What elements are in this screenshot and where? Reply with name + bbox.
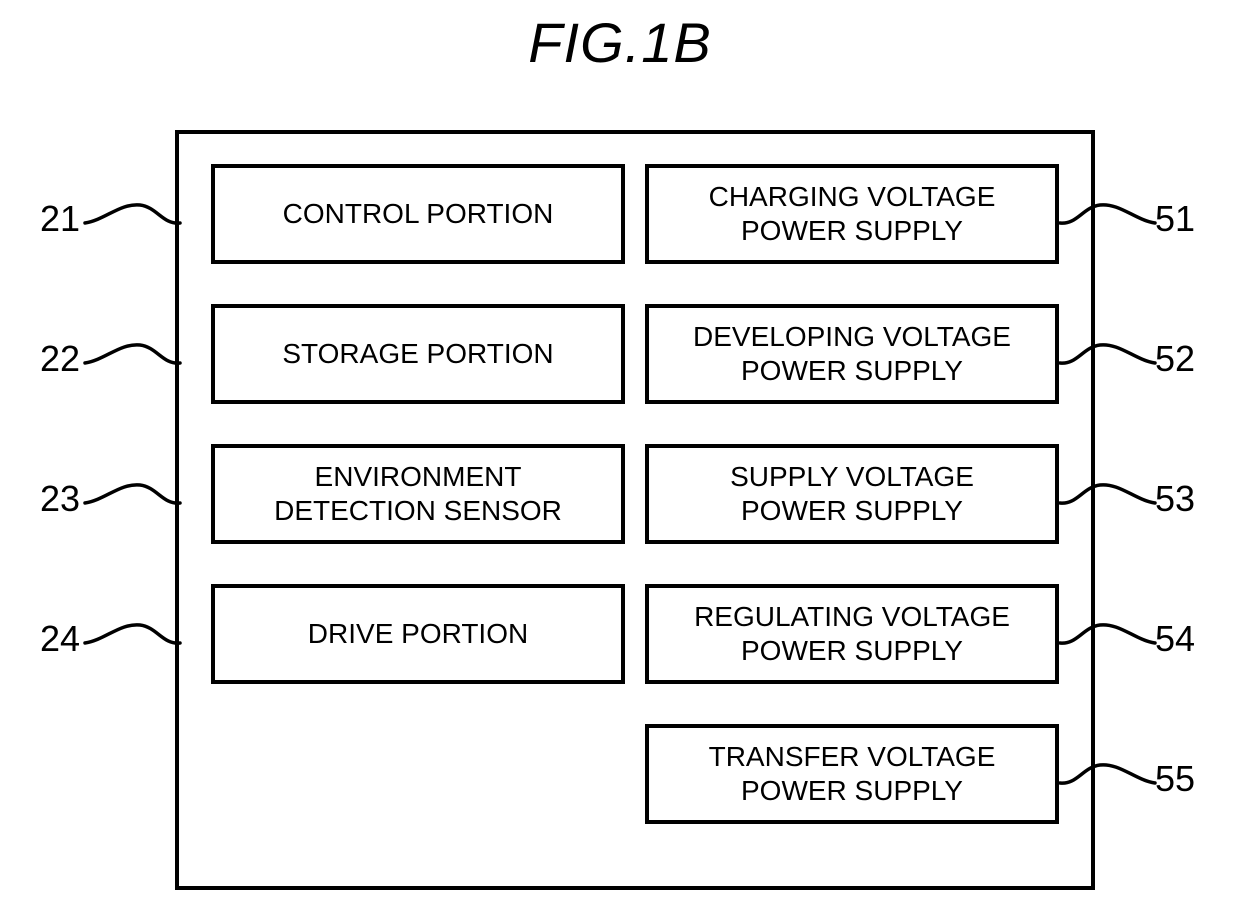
block-environment-sensor: ENVIRONMENTDETECTION SENSOR — [211, 444, 625, 544]
left-column: CONTROL PORTION STORAGE PORTION ENVIRONM… — [211, 164, 625, 856]
block-regulating-voltage: REGULATING VOLTAGEPOWER SUPPLY — [645, 584, 1059, 684]
block-transfer-voltage: TRANSFER VOLTAGEPOWER SUPPLY — [645, 724, 1059, 824]
connector-24 — [85, 625, 180, 649]
connector-53 — [1060, 485, 1155, 509]
figure-title: FIG.1B — [528, 10, 711, 75]
connector-52 — [1060, 345, 1155, 369]
columns-wrapper: CONTROL PORTION STORAGE PORTION ENVIRONM… — [179, 134, 1091, 886]
ref-label-53: 53 — [1155, 478, 1195, 520]
connector-54 — [1060, 625, 1155, 649]
ref-label-51: 51 — [1155, 198, 1195, 240]
connector-55 — [1060, 765, 1155, 789]
connector-51 — [1060, 205, 1155, 229]
outer-box: CONTROL PORTION STORAGE PORTION ENVIRONM… — [175, 130, 1095, 890]
block-storage-portion: STORAGE PORTION — [211, 304, 625, 404]
ref-label-24: 24 — [40, 618, 80, 660]
right-column: CHARGING VOLTAGEPOWER SUPPLY DEVELOPING … — [645, 164, 1059, 856]
block-supply-voltage: SUPPLY VOLTAGEPOWER SUPPLY — [645, 444, 1059, 544]
block-drive-portion: DRIVE PORTION — [211, 584, 625, 684]
ref-label-22: 22 — [40, 338, 80, 380]
ref-label-55: 55 — [1155, 758, 1195, 800]
ref-label-23: 23 — [40, 478, 80, 520]
connector-22 — [85, 345, 180, 369]
connector-21 — [85, 205, 180, 229]
ref-label-54: 54 — [1155, 618, 1195, 660]
connector-23 — [85, 485, 180, 509]
block-developing-voltage: DEVELOPING VOLTAGEPOWER SUPPLY — [645, 304, 1059, 404]
block-charging-voltage: CHARGING VOLTAGEPOWER SUPPLY — [645, 164, 1059, 264]
ref-label-21: 21 — [40, 198, 80, 240]
ref-label-52: 52 — [1155, 338, 1195, 380]
block-control-portion: CONTROL PORTION — [211, 164, 625, 264]
